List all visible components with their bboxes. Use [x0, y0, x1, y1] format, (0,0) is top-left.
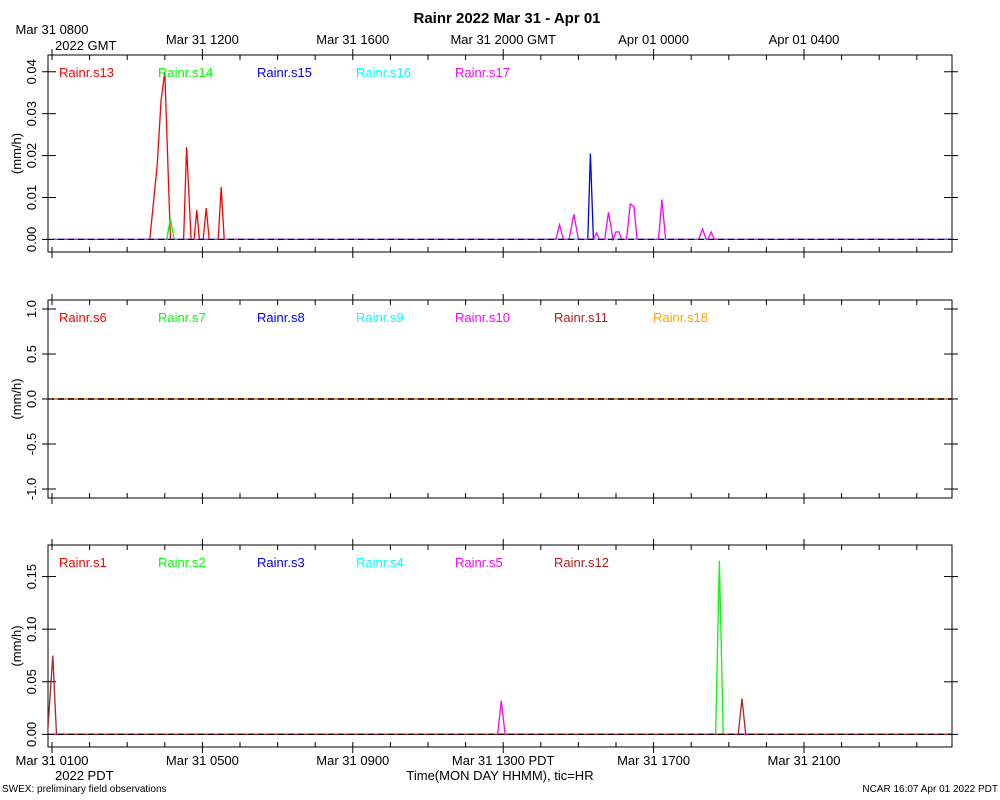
bottom-axis-label: Mar 31 2100: [768, 753, 841, 768]
y-tick-label: 0.0: [24, 390, 39, 408]
bottom-axis-label: Mar 31 0900: [316, 753, 389, 768]
panel-frame: [47, 544, 953, 748]
top-time-axis: Mar 31 0800 Mar 31 1200 Mar 31 1600 Mar 31 …: [16, 22, 840, 47]
series-rainr-s14: [52, 218, 952, 241]
legend-rainr-s18: Rainr.s18: [653, 310, 708, 325]
footer-right: NCAR 16:07 Apr 01 2022 PDT: [862, 784, 998, 795]
top-axis-label: Mar 31 1200: [166, 32, 239, 47]
y-tick-label: 0.00: [24, 227, 39, 252]
bottom-axis-label: Mar 31 1700: [617, 753, 690, 768]
legend-rainr-s11: Rainr.s11: [554, 310, 608, 325]
series-rainr-s13: [52, 71, 952, 241]
y-tick-label: -0.5: [24, 433, 39, 455]
y-tick-label: 0.04: [24, 59, 39, 84]
top-axis-label: Mar 31 2000 GMT: [450, 32, 556, 47]
legend-rainr-s2: Rainr.s2: [158, 555, 206, 570]
legend-rainr-s5: Rainr.s5: [455, 555, 503, 570]
top-axis-label: Apr 01 0000: [618, 32, 689, 47]
legend-rainr-s16: Rainr.s16: [356, 65, 411, 80]
legend-rainr-s1: Rainr.s1: [59, 555, 107, 570]
legend-rainr-s13: Rainr.s13: [59, 65, 114, 80]
y-axis-label: (mm/h): [9, 133, 24, 174]
series-group: [52, 71, 952, 242]
legend-rainr-s17: Rainr.s17: [455, 65, 510, 80]
y-tick-label: 0.10: [24, 617, 39, 642]
bottom-axis-label: Mar 31 0500: [166, 753, 239, 768]
top-axis-label: Mar 31 0800: [16, 22, 89, 37]
y-tick-label: 0.5: [24, 345, 39, 363]
legend-rainr-s9: Rainr.s9: [356, 310, 404, 325]
panel-2: -1.0 -0.5 0.0 0.5 1.0 (mm/h) Rainr.s6 Rainr.s7 R…: [9, 294, 958, 504]
y-tick-label: 0.15: [24, 564, 39, 589]
series-rainr-s2: [52, 560, 952, 736]
legend-rainr-s7: Rainr.s7: [158, 310, 206, 325]
legend-rainr-s6: Rainr.s6: [59, 310, 107, 325]
legend-rainr-s10: Rainr.s10: [455, 310, 510, 325]
series-group: [48, 560, 952, 736]
bottom-time-axis: Mar 31 0100 Mar 31 0500 Mar 31 0900 Mar 31 …: [16, 753, 841, 768]
legend-rainr-s15: Rainr.s15: [257, 65, 312, 80]
y-axis-label: (mm/h): [9, 625, 24, 666]
y-tick-label: 0.02: [24, 143, 39, 168]
y-tick-label: 0.00: [24, 722, 39, 747]
chart-title: Rainr 2022 Mar 31 - Apr 01: [413, 10, 600, 27]
y-tick-label: -1.0: [24, 478, 39, 500]
bottom-axis-year-label: 2022 PDT: [55, 768, 114, 783]
y-tick-label: 0.05: [24, 669, 39, 694]
bottom-axis-label: Mar 31 1300 PDT: [452, 753, 555, 768]
series-rainr-s17: [52, 199, 952, 242]
series-rainr-s5: [52, 700, 952, 736]
x-axis-label: Time(MON DAY HHMM), tic=HR: [406, 768, 593, 783]
panel-1: 0.00 0.01 0.02 0.03 0.04 (mm/h) Rainr.s13 Rainr…: [9, 49, 958, 258]
series-rainr-s12: [48, 655, 952, 736]
legend-rainr-s8: Rainr.s8: [257, 310, 305, 325]
y-tick-label: 1.0: [24, 300, 39, 318]
panel-frame: [47, 54, 953, 253]
y-tick-label: 0.03: [24, 101, 39, 126]
legend-rainr-s12: Rainr.s12: [554, 555, 609, 570]
bottom-axis-label: Mar 31 0100: [16, 753, 89, 768]
legend-rainr-s3: Rainr.s3: [257, 555, 305, 570]
top-axis-year-label: 2022 GMT: [55, 38, 116, 53]
y-axis-label: (mm/h): [9, 378, 24, 419]
footer-left: SWEX: preliminary field observations: [2, 784, 167, 795]
panel-3: 0.00 0.05 0.10 0.15 (mm/h) Rainr.s1 Rainr.s2 Ra…: [9, 539, 958, 753]
y-tick-label: 0.01: [24, 185, 39, 210]
panels-group: 0.00 0.01 0.02 0.03 0.04 (mm/h) Rainr.s13 Rainr…: [9, 49, 958, 753]
top-axis-label: Mar 31 1600: [316, 32, 389, 47]
top-axis-label: Apr 01 0400: [769, 32, 840, 47]
legend-rainr-s4: Rainr.s4: [356, 555, 404, 570]
legend-rainr-s14: Rainr.s14: [158, 65, 213, 80]
